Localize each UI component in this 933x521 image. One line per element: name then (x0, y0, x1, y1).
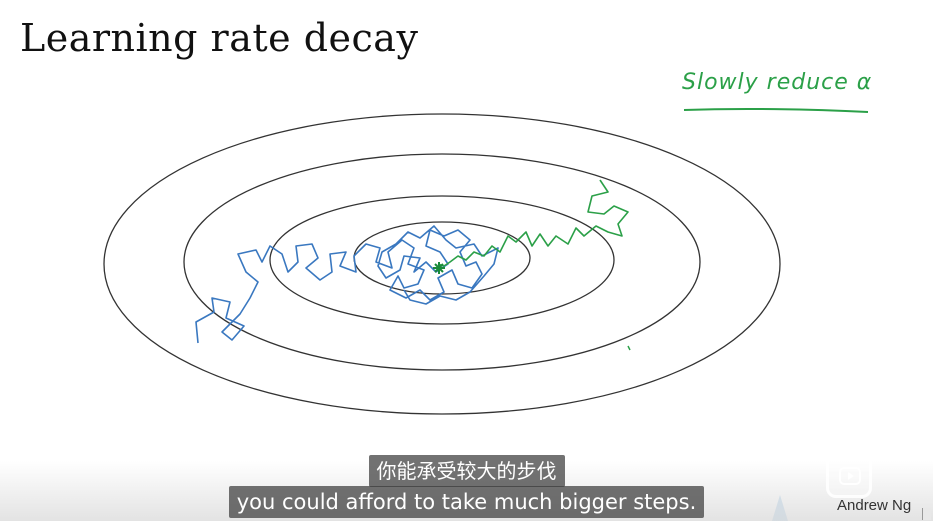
slide-author: Andrew Ng (837, 497, 912, 514)
contour-outer (103, 113, 781, 415)
subtitle-english-text: you could afford to take much bigger ste… (228, 486, 705, 518)
annotation-underline (683, 107, 869, 113)
subtitle-english: you could afford to take much bigger ste… (0, 486, 933, 518)
slide-title: Learning rate decay (20, 16, 419, 60)
subtitle-chinese: 你能承受较大的步伐 (0, 455, 933, 487)
handwritten-annotation: Slowly reduce α (682, 70, 873, 95)
minimum-star-icon (433, 262, 445, 274)
blue-descent-path (195, 225, 499, 344)
contour-second (183, 153, 701, 371)
subtitle-chinese-text: 你能承受较大的步伐 (368, 455, 565, 487)
scrollbar-handle[interactable] (922, 508, 931, 520)
contour-third (269, 195, 615, 325)
green-tail-mark (627, 345, 631, 351)
green-descent-path (437, 179, 629, 267)
tv-play-icon[interactable] (826, 452, 872, 498)
